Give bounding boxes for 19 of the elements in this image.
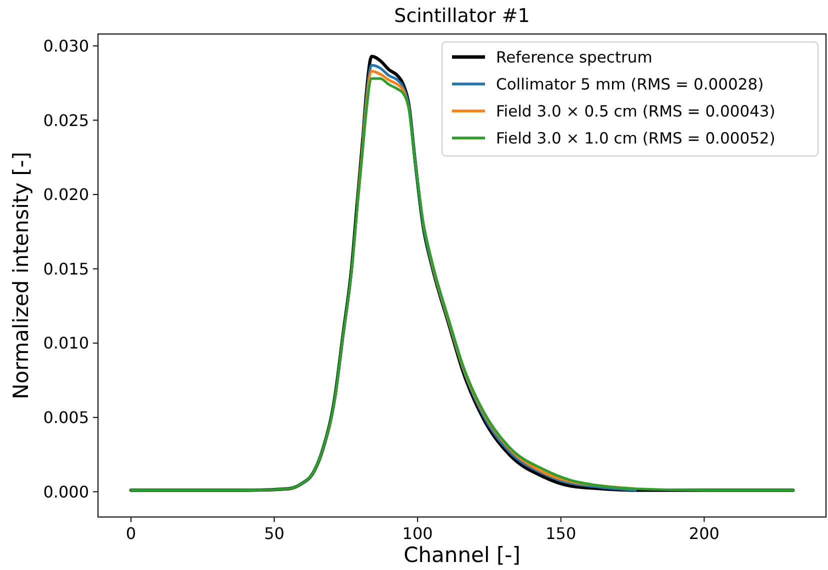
y-tick-label: 0.025 — [43, 110, 89, 130]
y-axis-title: Normalized intensity [-] — [9, 152, 33, 400]
legend-label: Reference spectrum — [496, 48, 652, 66]
legend-label: Field 3.0 × 1.0 cm (RMS = 0.00052) — [496, 129, 776, 148]
x-tick-label: 200 — [688, 524, 720, 543]
x-axis-title: Channel [-] — [404, 543, 520, 567]
y-tick-label: 0.020 — [43, 185, 89, 204]
y-tick-label: 0.005 — [43, 408, 89, 428]
y-tick-label: 0.030 — [43, 36, 89, 56]
y-tick-label: 0.000 — [43, 482, 89, 502]
legend-label: Collimator 5 mm (RMS = 0.00028) — [496, 75, 764, 94]
x-tick-label: 100 — [402, 524, 433, 543]
chart-title: Scintillator #1 — [394, 5, 530, 27]
x-tick-label: 150 — [546, 524, 576, 543]
y-tick-label: 0.015 — [43, 259, 89, 278]
y-tick-label: 0.010 — [43, 334, 89, 353]
x-tick-label: 0 — [126, 524, 136, 543]
legend-label: Field 3.0 × 0.5 cm (RMS = 0.00043) — [496, 102, 776, 120]
x-tick-label: 50 — [264, 524, 284, 543]
